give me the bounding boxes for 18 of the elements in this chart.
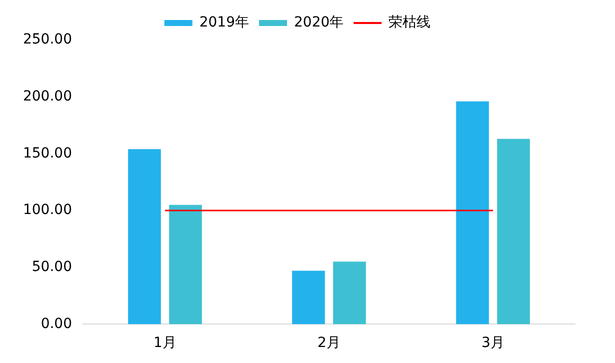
bar [456,101,489,324]
bar [497,138,530,324]
bar [292,270,325,324]
y-tick-label: 250.00 [22,32,72,48]
bar [128,149,161,324]
y-tick-label: 0.00 [40,316,72,332]
x-tick-label: 2月 [318,335,340,352]
legend-label: 2020年 [294,14,344,31]
bar [333,262,366,324]
y-tick-label: 100.00 [22,202,72,218]
y-tick-label: 50.00 [32,259,72,275]
y-tick-label: 150.00 [22,145,72,162]
legend-label: 2019年 [199,14,250,31]
x-tick-label: 1月 [154,335,176,352]
legend-label: 荣枯线 [388,14,431,31]
bar [169,204,202,324]
y-tick-label: 200.00 [22,88,72,104]
x-tick-label: 3月 [482,335,504,352]
